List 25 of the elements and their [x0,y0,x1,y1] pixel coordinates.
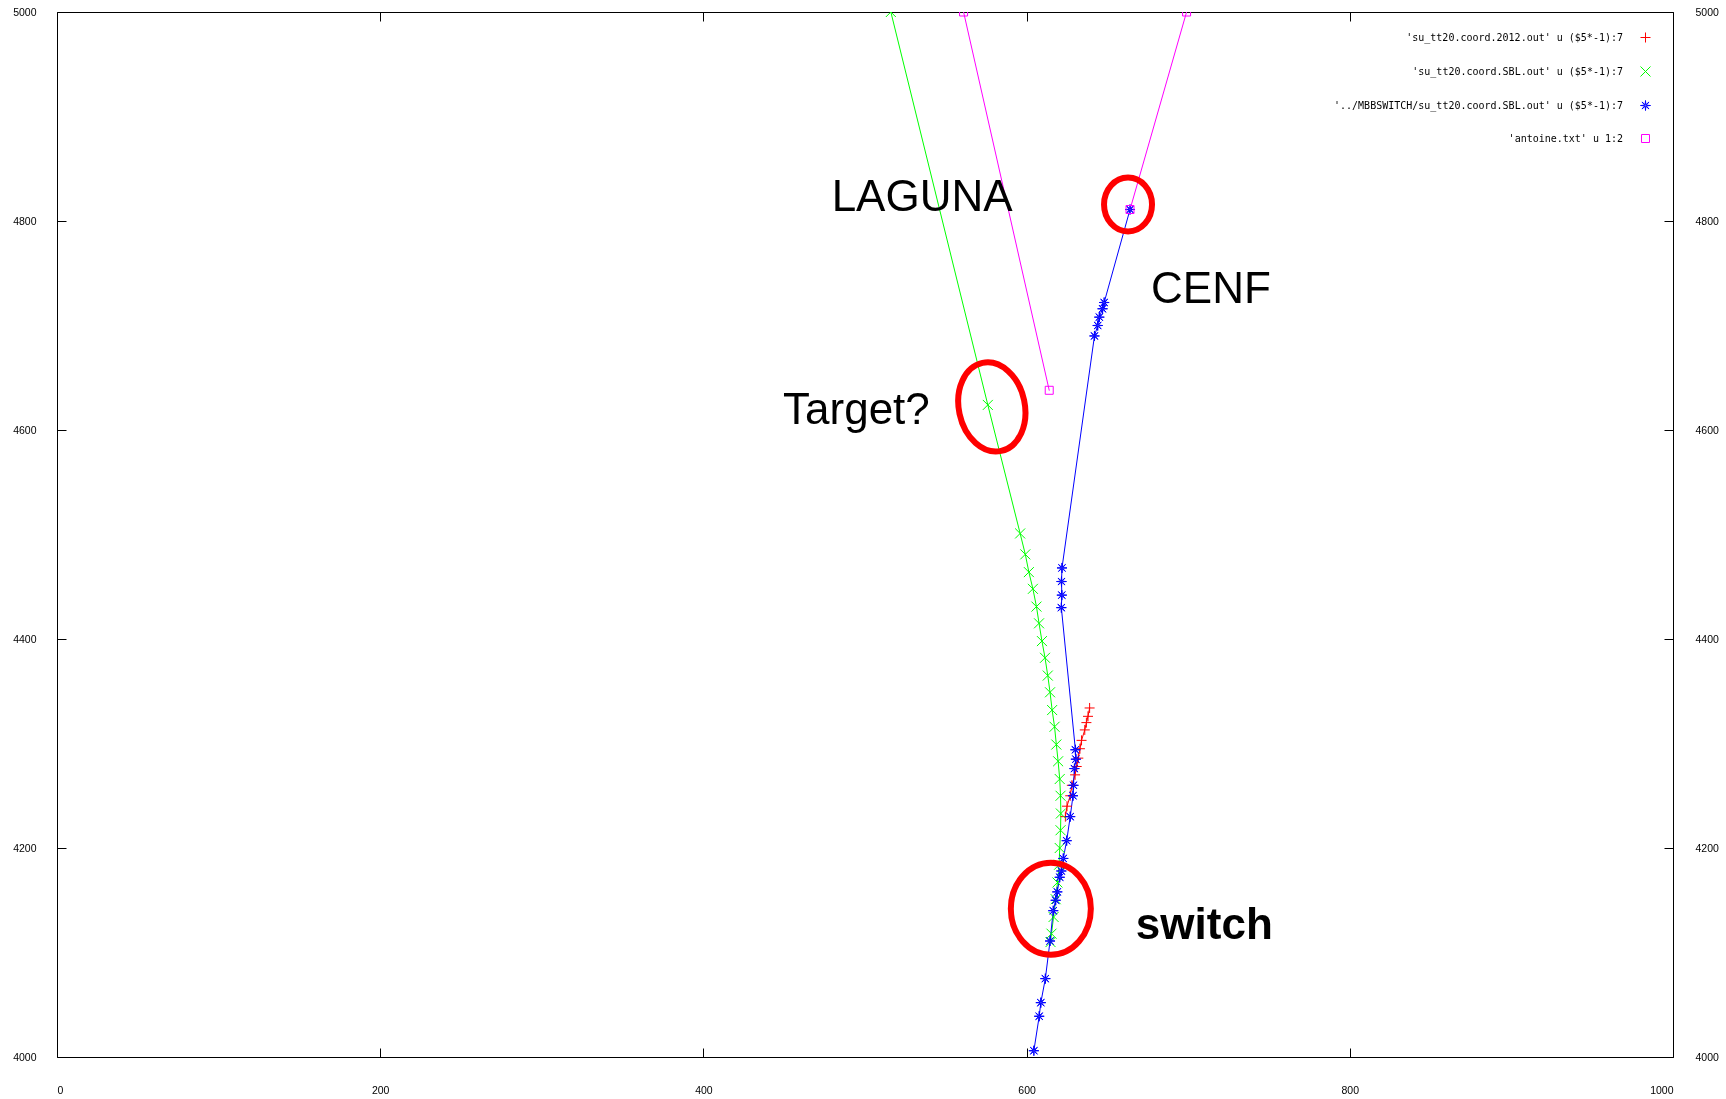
y2-tick-label: 4200 [1695,841,1720,854]
y-tick-label: 4800 [13,214,37,227]
y-tick-label: 5000 [13,5,37,18]
annotation: CENF [1151,262,1271,312]
x-tick-label: 800 [1341,1083,1360,1096]
y2-tick-label: 4800 [1695,214,1720,227]
x-tick-label: 400 [695,1083,713,1096]
legend-label: 'su_tt20.coord.2012.out' u ($5*-1):7 [1406,31,1623,44]
legend-label: '../MBBSWITCH/su_tt20.coord.SBL.out' u ($5*-1):7 [1334,99,1623,112]
y-tick-label: 4600 [13,423,37,436]
legend-label: 'antoine.txt' u 1:2 [1508,132,1623,144]
x-tick-label: 200 [371,1083,390,1096]
annotation: Target? [783,383,930,433]
annotation: switch [1135,898,1273,948]
y2-tick-label: 4400 [1695,632,1720,645]
y-tick-label: 4400 [13,632,37,645]
legend-label: 'su_tt20.coord.SBL.out' u ($5*-1):7 [1412,65,1623,78]
y2-tick-label: 4000 [1695,1050,1720,1063]
y-tick-label: 4200 [13,841,37,854]
y-tick-label: 4000 [13,1050,37,1063]
y2-tick-label: 5000 [1695,5,1720,18]
y2-tick-label: 4600 [1695,423,1720,436]
x-tick-label: 1000 [1650,1083,1674,1096]
x-tick-label: 600 [1018,1083,1037,1096]
x-tick-label: 0 [57,1083,64,1096]
